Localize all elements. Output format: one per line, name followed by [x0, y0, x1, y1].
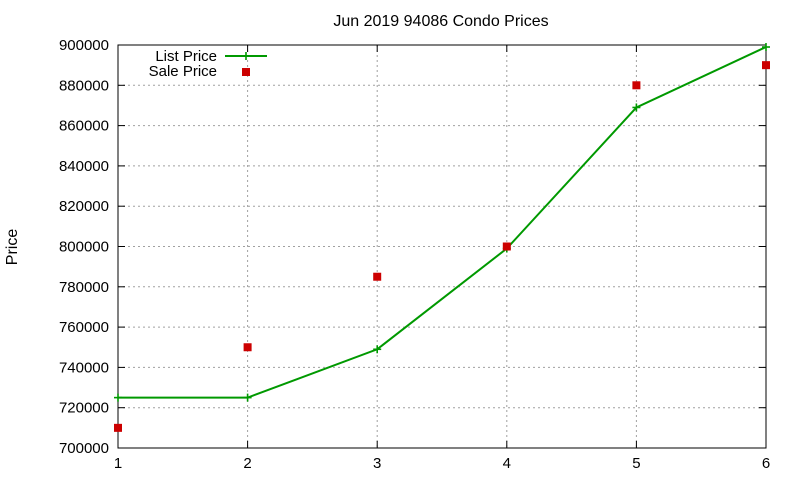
list-price-point [243, 393, 252, 402]
list-price-point [373, 345, 382, 354]
legend-swatch-sale-price [242, 68, 250, 76]
chart-title: Jun 2019 94086 Condo Prices [333, 13, 548, 30]
y-tick-label: 820000 [59, 198, 109, 215]
legend-label-sale-price: Sale Price [149, 63, 217, 80]
y-tick-label: 840000 [59, 158, 109, 175]
sale-price-point [243, 343, 252, 352]
sale-price-point [502, 242, 511, 251]
x-tick-label: 2 [243, 455, 251, 472]
x-tick-label: 6 [762, 455, 770, 472]
y-tick-label: 800000 [59, 239, 109, 256]
sale-price-point [762, 61, 770, 70]
y-axis-ticks: 700000 720000 740000 760000 780000 800000 8200… [59, 37, 766, 457]
sale-price-point [114, 423, 122, 432]
grid [118, 45, 766, 448]
sale-price-point [373, 272, 382, 281]
x-tick-label: 3 [373, 455, 381, 472]
x-tick-label: 1 [114, 455, 122, 472]
list-price-point [632, 103, 641, 112]
y-tick-label: 720000 [59, 400, 109, 417]
x-axis-ticks: 1 2 3 4 5 6 [114, 45, 770, 472]
y-tick-label: 780000 [59, 279, 109, 296]
legend-label-list-price: List Price [155, 48, 217, 65]
y-tick-label: 760000 [59, 319, 109, 336]
y-tick-label: 740000 [59, 359, 109, 376]
list-price-point [114, 393, 122, 402]
list-price-line [118, 46, 767, 399]
plot-area [114, 43, 770, 432]
x-tick-label: 4 [503, 455, 511, 472]
sale-price-point [632, 81, 641, 90]
x-tick-label: 5 [632, 455, 640, 472]
y-tick-label: 900000 [59, 37, 109, 54]
legend-marker-list-price [242, 52, 250, 60]
y-tick-label: 880000 [59, 77, 109, 94]
y-tick-label: 860000 [59, 118, 109, 135]
y-tick-label: 700000 [59, 440, 109, 457]
list-price-point [762, 43, 770, 52]
y-axis-label: Price [4, 229, 21, 266]
